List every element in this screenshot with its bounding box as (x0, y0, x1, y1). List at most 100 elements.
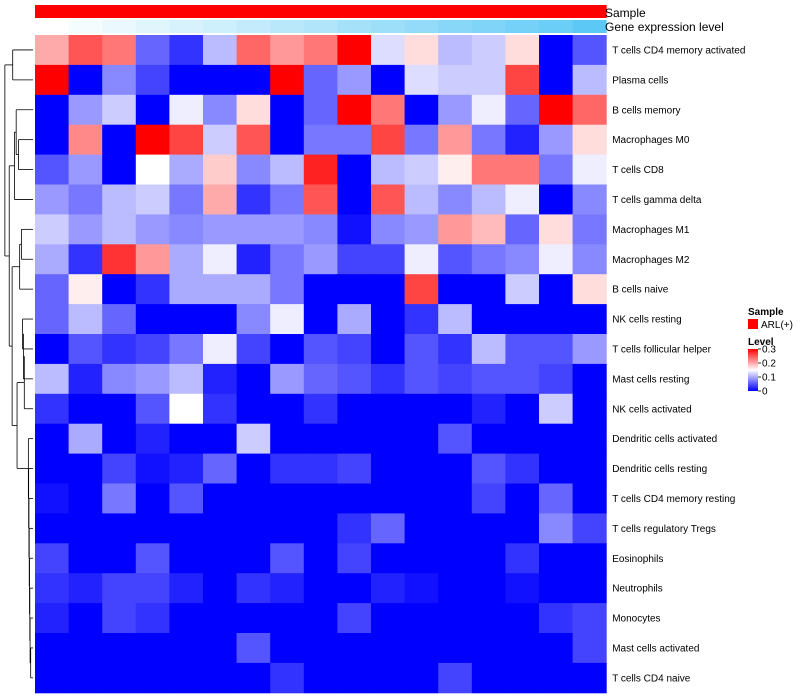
heatmap-cell (404, 214, 439, 245)
row-label: T cells follicular helper (612, 344, 711, 355)
heatmap-cell (135, 573, 170, 604)
heatmap-cell (236, 304, 271, 335)
heatmap-cell (572, 513, 607, 544)
heatmap-cell (68, 633, 103, 664)
heatmap-cell (270, 94, 305, 126)
sample-annotation-cell (337, 5, 372, 18)
heatmap-cell (35, 543, 70, 574)
row-label: Macrophages M1 (612, 225, 690, 236)
heatmap-cell (169, 573, 204, 604)
heatmap-cell (539, 274, 574, 305)
heatmap-cell (203, 393, 238, 425)
heatmap-cell (471, 184, 506, 215)
heatmap-cell (303, 393, 338, 425)
heatmap-cell (371, 423, 406, 455)
heatmap-cell (337, 64, 372, 96)
heatmap-cell (236, 393, 271, 425)
heatmap-cell (102, 214, 137, 245)
heatmap-cell (371, 453, 406, 484)
heatmap-cell (572, 393, 607, 425)
legend-level-tick-label: 0.1 (762, 373, 776, 384)
heatmap-cell (539, 363, 574, 395)
heatmap-cell (203, 423, 238, 455)
heatmap-cell (303, 124, 338, 156)
gene-expression-annotation-cell (505, 20, 540, 33)
heatmap-cell (539, 184, 574, 215)
row-label: Dendritic cells resting (612, 464, 707, 475)
heatmap-cell (236, 483, 271, 514)
sample-annotation-cell (169, 5, 204, 18)
heatmap-cell (303, 603, 338, 634)
heatmap-cell (471, 94, 506, 126)
heatmap-cell (371, 184, 406, 215)
heatmap-cell (371, 662, 406, 694)
heatmap-cell (35, 304, 70, 335)
heatmap-cell (303, 513, 338, 544)
heatmap-cell (303, 304, 338, 335)
row-label: Neutrophils (612, 584, 663, 595)
heatmap-cell (371, 304, 406, 335)
heatmap-cell (135, 154, 170, 185)
heatmap-cell (236, 35, 271, 66)
heatmap-cell (135, 393, 170, 425)
heatmap-cell (35, 453, 70, 484)
heatmap-cell (135, 64, 170, 96)
heatmap-cell (572, 274, 607, 305)
heatmap-cell (471, 35, 506, 66)
heatmap-cell (68, 94, 103, 126)
heatmap-cell (303, 483, 338, 514)
heatmap-cell (35, 94, 70, 126)
heatmap-cell (505, 334, 540, 365)
heatmap-cell (337, 244, 372, 275)
heatmap-cell (404, 274, 439, 305)
sample-annotation-cell (471, 5, 506, 18)
heatmap-cell (35, 513, 70, 544)
heatmap-cell (169, 662, 204, 694)
heatmap-cell (438, 184, 473, 215)
annotation-title-sample: Sample (605, 6, 646, 20)
heatmap-cell (337, 662, 372, 694)
heatmap-cell (68, 274, 103, 305)
heatmap-cell (505, 244, 540, 275)
row-label: Macrophages M2 (612, 255, 690, 266)
heatmap-cell (236, 274, 271, 305)
heatmap-cell (169, 453, 204, 484)
heatmap-cell (404, 662, 439, 694)
heatmap-cell (438, 214, 473, 245)
row-labels: T cells CD4 memory activated Plasma cells… (612, 45, 745, 684)
heatmap-cell (135, 483, 170, 514)
gene-expression-annotation-cell (68, 20, 103, 33)
heatmap-cell (135, 453, 170, 484)
heatmap-cell (505, 214, 540, 245)
heatmap-cell (471, 154, 506, 185)
heatmap-cell (35, 214, 70, 245)
gene-expression-annotation-cell (572, 20, 607, 33)
heatmap-cell (371, 633, 406, 664)
heatmap-cell (539, 35, 574, 66)
heatmap-cell (102, 393, 137, 425)
heatmap-cell (572, 94, 607, 126)
heatmap-cell (270, 274, 305, 305)
heatmap-cell (572, 334, 607, 365)
heatmap-cell (337, 274, 372, 305)
heatmap-cell (236, 184, 271, 215)
heatmap-cell (35, 35, 70, 66)
heatmap-cell (68, 513, 103, 544)
legend-level-tick-label: 0.3 (762, 345, 776, 356)
heatmap-cell (438, 603, 473, 634)
heatmap-cell (270, 64, 305, 96)
heatmap-cell (505, 633, 540, 664)
heatmap-cell (68, 64, 103, 96)
heatmap-cell (371, 94, 406, 126)
heatmap-cell (68, 154, 103, 185)
heatmap-cell (102, 483, 137, 514)
heatmap-cell (303, 35, 338, 66)
heatmap-cell (572, 423, 607, 455)
heatmap-cell (404, 363, 439, 395)
row-label: NK cells resting (612, 315, 681, 326)
heatmap-cell (35, 124, 70, 156)
sample-annotation-cell (404, 5, 439, 18)
heatmap-cell (135, 363, 170, 395)
heatmap-cell (539, 603, 574, 634)
heatmap-cell (102, 334, 137, 365)
